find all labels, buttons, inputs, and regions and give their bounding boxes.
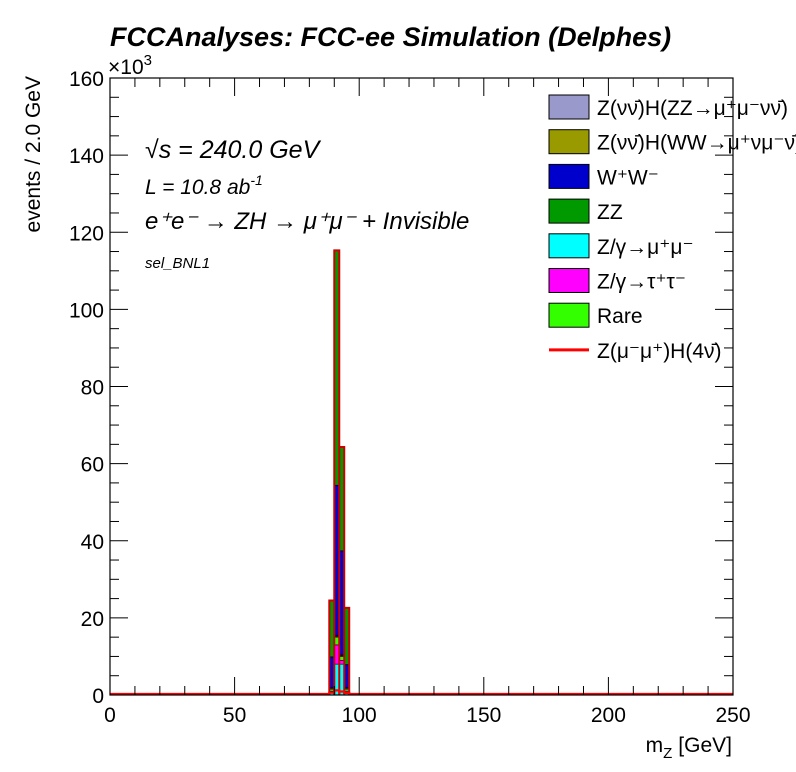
legend-label-2: W⁺W⁻: [597, 166, 659, 189]
chart-title: FCCAnalyses: FCC-ee Simulation (Delphes): [110, 22, 671, 52]
sqrt-s-value: s = 240.0 GeV: [159, 136, 322, 164]
legend-swatch-3: [548, 198, 590, 224]
x-tick-label-2: 100: [342, 704, 377, 727]
legend-label-7: Z(μ⁻μ⁺)H(4ν̄): [597, 340, 722, 363]
y-tick-label-8: 160: [69, 68, 104, 91]
x-tick-label-1: 50: [223, 704, 246, 727]
x-tick-label-3: 150: [466, 704, 501, 727]
signal-line: [110, 689, 733, 695]
legend-label-4: Z/γ→μ⁺μ⁻: [597, 236, 694, 259]
y-tick-label-1: 20: [81, 608, 104, 631]
y-tick-label-4: 80: [81, 377, 104, 400]
y-multiplier-base: ×10: [108, 56, 144, 79]
legend-swatch-4: [548, 233, 590, 259]
lumi-value: L = 10.8 ab: [145, 176, 251, 199]
y-tick-label-3: 60: [81, 454, 104, 477]
y-multiplier-exponent: 3: [144, 52, 152, 69]
process-annotation: e⁺e⁻ → ZH → μ⁺μ⁻ + Invisible: [145, 208, 469, 235]
x-axis-label-unit: [GeV]: [678, 734, 732, 757]
axes: 0 50 100 150 200 250 0 20 40 60 80 100 120 140 160: [69, 68, 751, 727]
y-axis-label: events / 2.0 GeV: [22, 76, 45, 232]
y-multiplier: ×103: [108, 52, 152, 79]
y-tick-label-2: 40: [81, 531, 104, 554]
legend-label-3: ZZ: [597, 201, 623, 224]
y-tick-label-5: 100: [69, 299, 104, 322]
legend-label-6: Rare: [597, 305, 643, 328]
sqrt-s-annotation: √s = 240.0 GeV: [145, 136, 322, 164]
legend-swatch-6: [548, 302, 590, 328]
lumi-exponent: -1: [250, 172, 262, 188]
x-axis-label-symbol: m: [646, 734, 664, 757]
stack-outline: [110, 249, 733, 695]
x-tick-label-0: 0: [104, 704, 116, 727]
legend: Z(νν̄)H(ZZ→μ⁺μ⁻νν̄) Z(νν̄)H(WW→μ⁺νμ⁻ν̄) W⁺…: [548, 94, 796, 363]
x-tick-label-4: 200: [591, 704, 626, 727]
selection-annotation: sel_BNL1: [145, 255, 210, 272]
legend-label-0: Z(νν̄)H(ZZ→μ⁺μ⁻νν̄): [597, 97, 788, 120]
legend-swatch-2: [548, 163, 590, 189]
y-tick-label-0: 0: [92, 685, 104, 708]
x-axis-label-subscript: Z: [663, 745, 672, 762]
stacked-bars: [110, 249, 733, 695]
lumi-annotation: L = 10.8 ab-1: [145, 172, 263, 199]
sqrt-s-symbol: √: [145, 136, 159, 164]
y-tick-label-6: 120: [69, 222, 104, 245]
x-tick-label-5: 250: [715, 704, 750, 727]
legend-swatch-5: [548, 268, 590, 293]
legend-label-1: Z(νν̄)H(WW→μ⁺νμ⁻ν̄): [597, 132, 796, 155]
y-tick-label-7: 140: [69, 145, 104, 168]
legend-swatch-0: [548, 94, 590, 120]
legend-label-5: Z/γ→τ⁺τ⁻: [597, 271, 686, 294]
x-axis-label: mZ [GeV]: [646, 734, 732, 762]
legend-swatch-1: [548, 129, 590, 155]
